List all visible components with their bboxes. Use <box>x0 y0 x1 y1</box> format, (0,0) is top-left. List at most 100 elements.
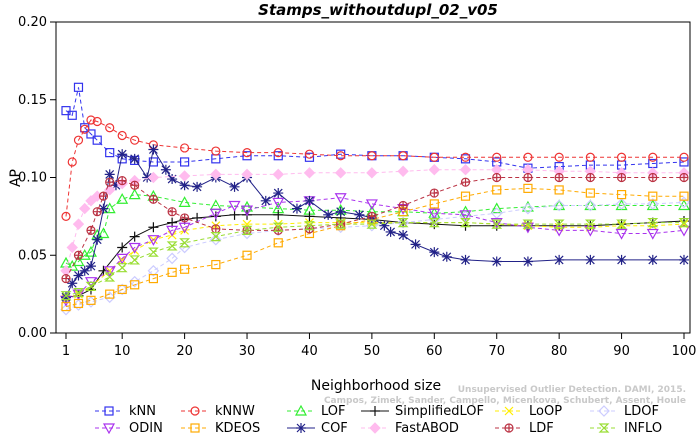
legend-marker <box>296 423 306 433</box>
legend-label: FastABOD <box>395 421 459 434</box>
x-tick-label: 20 <box>176 344 193 359</box>
legend-label: kNNW <box>215 404 255 419</box>
legend-item-simplifiedlof: SimplifiedLOF <box>361 404 484 419</box>
data-point-fastabod <box>459 164 472 176</box>
legend-label: COF <box>321 421 348 434</box>
y-tick-label: 0.15 <box>18 93 47 108</box>
data-point-odin <box>128 242 141 254</box>
legend-item-knnw: kNNW <box>181 404 255 419</box>
data-point-inflo <box>366 219 378 229</box>
series-inflo <box>60 217 690 301</box>
data-point-knnw <box>80 124 90 134</box>
data-point-simplifiedlof <box>148 222 159 233</box>
legend-marker <box>504 406 514 416</box>
data-point-simplifiedlof <box>585 220 596 231</box>
legend-item-lof: LOF <box>287 404 346 419</box>
data-point-cof <box>179 180 190 191</box>
legend-item-fastabod: FastABOD <box>361 421 459 434</box>
data-point-fastabod <box>66 241 78 254</box>
data-point-ldf <box>585 172 595 183</box>
data-point-kdeos <box>679 191 689 201</box>
data-point-cof <box>98 203 109 214</box>
data-point-simplifiedlof <box>304 211 315 222</box>
data-point-cof <box>79 265 90 276</box>
legend-marker <box>190 406 200 416</box>
data-point-fastabod <box>366 167 378 179</box>
data-point-cof <box>129 153 140 164</box>
x-tick-label: 1 <box>62 344 70 359</box>
data-point-kdeos <box>492 185 502 195</box>
data-point-inflo <box>616 219 628 229</box>
data-point-knnw <box>92 116 102 127</box>
data-point-odin <box>228 200 241 212</box>
data-point-knnw <box>429 152 439 162</box>
data-point-ldf <box>554 172 564 183</box>
data-point-inflo <box>304 221 315 231</box>
data-point-lof <box>116 193 129 204</box>
legend-label: KDEOS <box>215 421 260 434</box>
data-point-ldof <box>147 264 160 277</box>
watermark-line: Campos, Zimek, Sander, Campello, Micenko… <box>324 396 686 406</box>
data-point-cof <box>117 149 128 160</box>
data-point-odin <box>209 208 222 220</box>
data-point-ldf <box>616 172 627 183</box>
data-point-cof <box>291 203 302 214</box>
data-point-odin <box>365 199 378 211</box>
data-point-lof <box>490 202 503 214</box>
data-point-knnw <box>492 152 502 162</box>
data-point-knnw <box>117 130 127 141</box>
data-point-ldf <box>61 273 71 284</box>
data-point-inflo <box>647 217 659 228</box>
data-point-odin <box>103 266 116 278</box>
legend-marker <box>102 423 116 434</box>
data-point-knnw <box>523 152 533 162</box>
data-point-cof <box>110 180 121 191</box>
data-point-knnw <box>460 152 471 162</box>
legend-marker <box>598 405 610 417</box>
data-point-ldf <box>180 213 190 223</box>
legend-item-cof: COF <box>287 421 348 434</box>
data-point-fastabod <box>303 167 316 179</box>
series-line-kdeos <box>65 187 684 308</box>
legend-item-ldof: LDOF <box>590 404 659 419</box>
watermark-line: Unsupervised Outlier Detection. DAMI, 20… <box>458 385 686 395</box>
data-point-ldof <box>60 303 72 316</box>
data-point-inflo <box>522 219 534 229</box>
y-tick-label: 0.20 <box>18 15 47 30</box>
data-point-knnw <box>679 152 689 162</box>
series-line-knn <box>65 87 685 169</box>
data-point-loop <box>117 255 127 265</box>
legend-item-knn: kNN <box>95 404 156 419</box>
data-point-inflo <box>335 219 347 229</box>
data-point-inflo <box>147 247 159 257</box>
data-point-cof <box>585 254 596 265</box>
data-point-cof <box>304 195 315 206</box>
data-point-knnw <box>242 148 252 158</box>
data-point-ldof <box>397 216 409 229</box>
data-point-inflo <box>241 225 253 235</box>
data-point-knn <box>73 82 84 92</box>
data-point-inflo <box>129 255 141 265</box>
legend-item-loop: LoOP <box>495 404 562 419</box>
data-point-cof <box>491 256 502 267</box>
series-kdeos <box>61 183 689 312</box>
data-point-fastabod <box>397 165 409 177</box>
data-point-cof <box>323 209 334 220</box>
data-point-ldf <box>105 177 115 187</box>
data-point-knnw <box>273 148 283 158</box>
y-tick-label: 0.00 <box>18 326 47 341</box>
x-tick-label: 70 <box>488 344 505 359</box>
data-point-inflo <box>553 219 565 229</box>
data-point-ldof <box>166 252 178 265</box>
data-point-odin <box>178 222 191 234</box>
data-point-odin <box>646 228 659 240</box>
data-point-kdeos <box>105 289 115 299</box>
data-point-inflo <box>210 231 222 242</box>
data-point-knnw <box>616 152 627 162</box>
data-point-ldof <box>584 199 597 212</box>
data-point-cof <box>192 181 203 192</box>
data-point-ldf <box>523 172 533 183</box>
data-point-fastabod <box>79 202 91 215</box>
series-ldf <box>61 172 689 284</box>
data-point-knnw <box>67 157 77 167</box>
